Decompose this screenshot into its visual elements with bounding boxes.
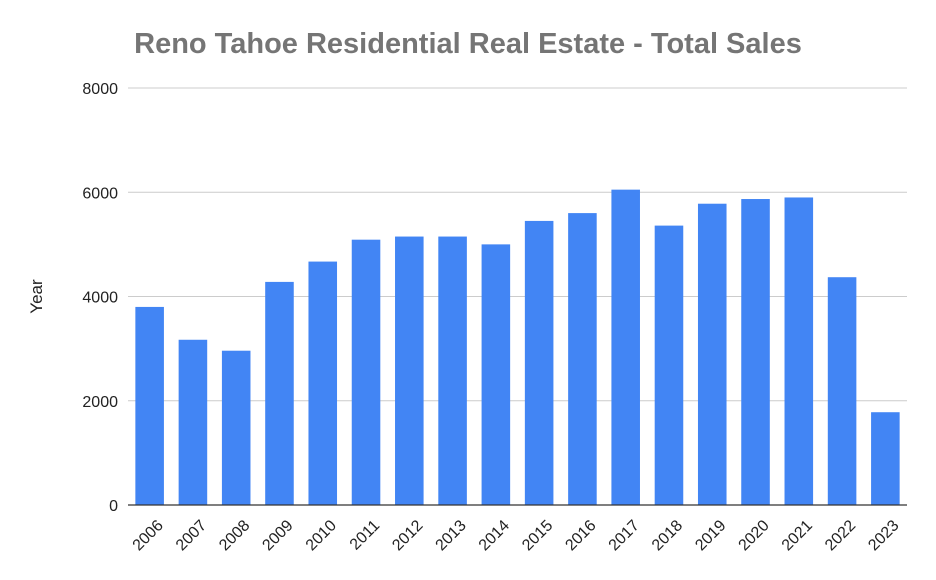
bar-2022 — [827, 277, 857, 505]
x-tick-label: 2019 — [692, 517, 729, 554]
y-axis-tick-labels: 0 2000 4000 6000 8000 — [82, 81, 118, 515]
chart-title: Reno Tahoe Residential Real Estate - Tot… — [134, 28, 802, 60]
x-tick-label: 2012 — [389, 517, 426, 554]
bar-2015 — [524, 220, 554, 505]
y-tick-label: 8000 — [82, 81, 118, 98]
y-tick-label: 6000 — [82, 185, 118, 202]
bar-2010 — [308, 261, 338, 505]
x-tick-label: 2015 — [519, 517, 556, 554]
bar-2013 — [438, 236, 467, 505]
x-tick-label: 2020 — [736, 517, 773, 554]
x-tick-label: 2006 — [130, 517, 167, 554]
x-tick-label: 2016 — [562, 517, 599, 554]
bars — [135, 189, 900, 506]
x-tick-label: 2022 — [822, 517, 859, 554]
bar-2012 — [395, 236, 424, 505]
bar-2016 — [568, 213, 597, 505]
bar-2007 — [178, 339, 208, 505]
y-tick-label: 4000 — [82, 290, 118, 307]
bar-2014 — [481, 244, 511, 505]
bar-2020 — [741, 199, 770, 505]
x-tick-label: 2008 — [216, 517, 253, 554]
x-tick-label: 2009 — [259, 517, 296, 554]
gridlines — [128, 87, 907, 402]
bar-2011 — [351, 239, 381, 505]
x-tick-label: 2023 — [865, 517, 902, 554]
bar-2019 — [697, 203, 727, 505]
x-tick-label: 2014 — [476, 517, 513, 554]
x-tick-label: 2013 — [433, 517, 470, 554]
bar-2017 — [611, 189, 640, 506]
x-axis-tick-labels: 2006 2007 2008 2009 2010 2011 2012 2013 2014 2015… — [130, 517, 903, 554]
x-tick-label: 2010 — [303, 517, 340, 554]
bar-2008 — [221, 350, 251, 505]
y-tick-label: 2000 — [82, 394, 118, 411]
bar-2021 — [784, 197, 814, 505]
bar-2009 — [265, 281, 294, 505]
x-tick-label: 2018 — [649, 517, 686, 554]
bar-2018 — [654, 225, 684, 506]
x-tick-label: 2021 — [779, 517, 816, 554]
y-axis-label: Year — [27, 279, 46, 314]
x-tick-label: 2017 — [606, 517, 643, 554]
x-tick-label: 2007 — [173, 517, 210, 554]
x-tick-label: 2011 — [347, 517, 383, 553]
y-tick-label: 0 — [109, 498, 118, 515]
bar-2023 — [871, 412, 900, 505]
bar-2006 — [135, 306, 164, 505]
